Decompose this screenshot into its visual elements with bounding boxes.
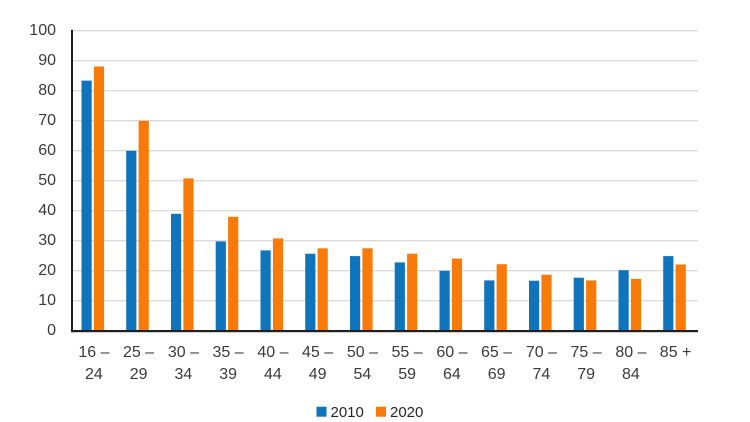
svg-text:10: 10	[38, 292, 56, 309]
svg-text:25 –: 25 –	[123, 344, 154, 361]
svg-text:64: 64	[443, 366, 461, 383]
svg-text:2020: 2020	[390, 404, 423, 421]
svg-text:60: 60	[38, 142, 56, 159]
svg-text:0: 0	[47, 322, 56, 339]
svg-text:30 –: 30 –	[168, 344, 199, 361]
svg-text:20: 20	[38, 262, 56, 279]
svg-text:50 –: 50 –	[347, 344, 378, 361]
svg-text:49: 49	[309, 366, 327, 383]
svg-text:75 –: 75 –	[571, 344, 602, 361]
svg-text:40 –: 40 –	[257, 344, 288, 361]
svg-text:2010: 2010	[331, 404, 364, 421]
svg-text:100: 100	[29, 22, 56, 39]
svg-text:29: 29	[130, 366, 148, 383]
svg-text:85 +: 85 +	[660, 344, 692, 361]
svg-text:80: 80	[38, 82, 56, 99]
svg-text:59: 59	[398, 366, 416, 383]
svg-text:44: 44	[264, 366, 282, 383]
svg-text:39: 39	[219, 366, 237, 383]
svg-text:45 –: 45 –	[302, 344, 333, 361]
svg-text:35 –: 35 –	[213, 344, 244, 361]
svg-text:70: 70	[38, 112, 56, 129]
svg-text:90: 90	[38, 52, 56, 69]
svg-text:34: 34	[175, 366, 193, 383]
svg-text:60 –: 60 –	[436, 344, 467, 361]
svg-text:70 –: 70 –	[526, 344, 557, 361]
svg-text:79: 79	[577, 366, 595, 383]
svg-text:84: 84	[622, 366, 640, 383]
svg-text:30: 30	[38, 232, 56, 249]
svg-text:16 –: 16 –	[78, 344, 109, 361]
svg-text:50: 50	[38, 172, 56, 189]
svg-text:80 –: 80 –	[615, 344, 646, 361]
svg-text:65 –: 65 –	[481, 344, 512, 361]
svg-text:69: 69	[488, 366, 506, 383]
svg-text:74: 74	[533, 366, 551, 383]
svg-text:55 –: 55 –	[392, 344, 423, 361]
svg-text:40: 40	[38, 202, 56, 219]
svg-text:24: 24	[85, 366, 103, 383]
svg-text:54: 54	[354, 366, 372, 383]
